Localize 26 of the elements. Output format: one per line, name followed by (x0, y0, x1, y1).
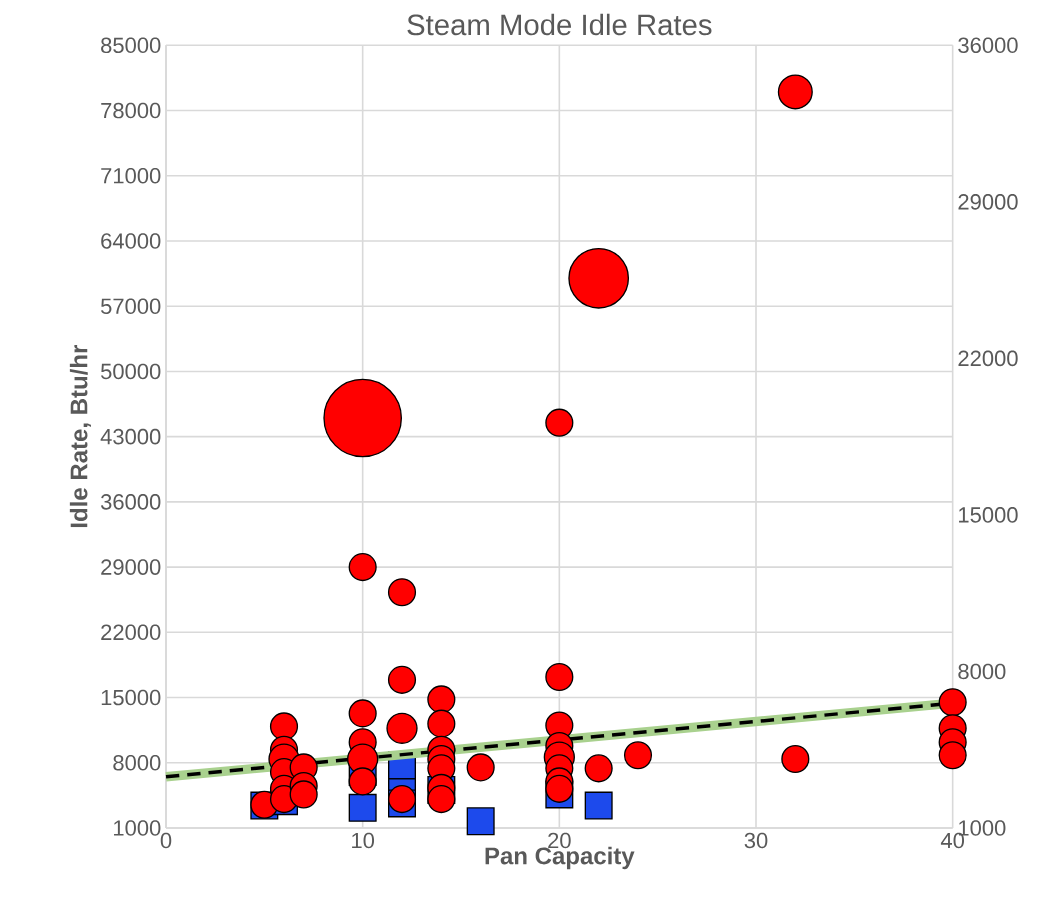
y-tick-label: 57000 (101, 298, 161, 314)
y2-tick-label: 8000 (958, 663, 1006, 680)
chart-title: Steam Mode Idle Rates (407, 13, 712, 36)
y-tick-label: 15000 (101, 689, 161, 706)
y2-tick-label: 29000 (958, 194, 1018, 210)
y-tick-label: 8000 (113, 754, 161, 771)
y-tick-label: 22000 (101, 624, 161, 641)
y-tick-label: 29000 (101, 559, 161, 575)
y2-tick-label: 22000 (958, 350, 1018, 367)
x-tick-label: 0 (160, 832, 172, 849)
x-tick-label: 10 (352, 832, 375, 849)
y2-tick-label: 36000 (958, 37, 1018, 54)
y2-tick-label: 15000 (959, 507, 1018, 523)
y-tick-label: 36000 (100, 494, 161, 510)
y-tick-label: 71000 (101, 167, 161, 184)
y-tick-label: 85000 (101, 37, 161, 54)
y-tick-label: 78000 (101, 102, 161, 119)
y-tick-label: 43000 (100, 428, 161, 445)
y-axis-title: Idle Rate, Btu/hr (69, 345, 91, 528)
x-tick-label: 30 (744, 832, 768, 849)
y-tick-label: 1000 (114, 820, 161, 836)
point (348, 793, 377, 822)
y-tick-label: 50000 (101, 363, 161, 380)
point (466, 807, 495, 836)
point (584, 791, 613, 820)
y-tick-label: 64000 (101, 233, 161, 249)
